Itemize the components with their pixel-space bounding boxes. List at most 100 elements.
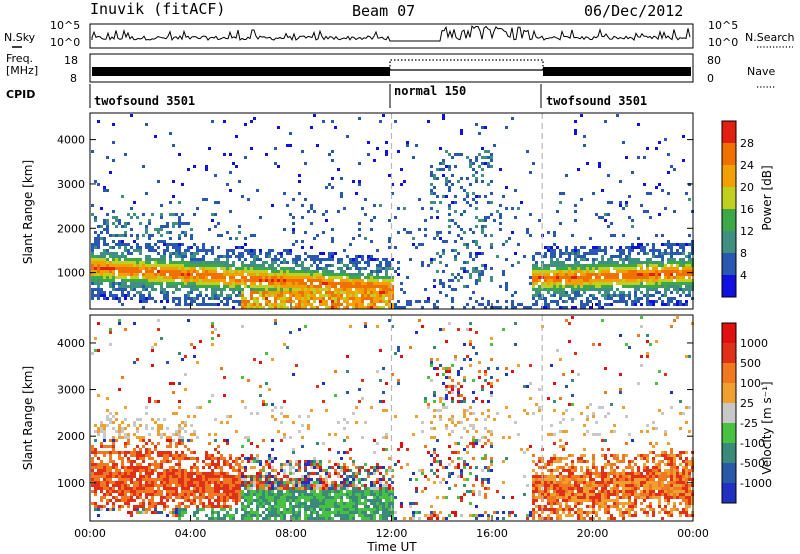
data-cell [157,252,160,255]
data-cell [586,297,589,300]
data-cell [118,478,121,481]
data-cell [217,303,220,306]
data-cell [223,517,226,520]
data-cell [268,508,271,511]
data-cell [610,273,613,276]
data-cell [205,294,208,297]
data-cell [529,234,532,237]
data-cell [568,273,571,276]
data-cell [355,511,358,514]
data-cell [628,285,631,288]
data-cell [337,508,340,511]
data-cell [646,261,649,264]
data-cell [295,270,298,273]
data-cell [184,484,187,487]
data-cell [475,267,478,270]
nsearch-tick-low: 10^0 [708,36,738,49]
data-cell [319,496,322,499]
data-cell [250,276,253,279]
data-cell [388,496,391,499]
data-cell [346,370,349,373]
data-cell [325,294,328,297]
data-cell [370,285,373,288]
data-cell [130,469,133,472]
data-cell [442,174,445,177]
data-cell [109,255,112,258]
data-cell [187,297,190,300]
data-cell [151,213,154,216]
data-cell [445,165,448,168]
data-cell [550,264,553,267]
data-cell [148,502,151,505]
data-cell [133,487,136,490]
data-cell [370,481,373,484]
data-cell [667,297,670,300]
data-cell [193,493,196,496]
data-cell [649,276,652,279]
data-cell [181,490,184,493]
data-cell [262,517,265,520]
data-cell [460,276,463,279]
data-cell [271,288,274,291]
data-cell [115,282,118,285]
data-cell [190,469,193,472]
data-cell [571,288,574,291]
data-cell [97,267,100,270]
data-cell [103,291,106,294]
data-cell [565,276,568,279]
colorbar-tick-label: 4 [740,269,747,282]
data-cell [412,243,415,246]
data-cell [109,270,112,273]
data-cell [352,499,355,502]
data-cell [550,258,553,261]
data-cell [256,493,259,496]
data-cell [106,222,109,225]
data-cell [682,282,685,285]
data-cell [103,481,106,484]
data-cell [649,282,652,285]
data-cell [253,478,256,481]
data-cell [124,255,127,258]
data-cell [361,490,364,493]
data-cell [553,231,556,234]
data-cell [199,264,202,267]
data-cell [115,219,118,222]
data-cell [208,496,211,499]
data-cell [352,502,355,505]
data-cell [136,261,139,264]
data-cell [259,472,262,475]
data-cell [484,264,487,267]
data-cell [100,421,103,424]
data-cell [97,394,100,397]
data-cell [271,273,274,276]
data-cell [289,288,292,291]
data-cell [340,267,343,270]
data-cell [559,276,562,279]
data-cell [280,511,283,514]
data-cell [169,132,172,135]
data-cell [199,481,202,484]
data-cell [604,285,607,288]
data-cell [388,502,391,505]
power-cells [91,113,694,309]
data-cell [115,276,118,279]
data-cell [304,273,307,276]
data-cell [367,276,370,279]
data-cell [148,478,151,481]
data-cell [313,285,316,288]
data-cell [121,195,124,198]
data-cell [331,466,334,469]
data-cell [583,306,586,309]
data-cell [382,505,385,508]
data-cell [355,261,358,264]
data-cell [124,328,127,331]
data-cell [313,499,316,502]
data-cell [268,294,271,297]
data-cell [328,279,331,282]
data-cell [370,270,373,273]
data-cell [595,276,598,279]
data-cell [331,186,334,189]
data-cell [310,297,313,300]
data-cell [139,439,142,442]
data-cell [295,297,298,300]
